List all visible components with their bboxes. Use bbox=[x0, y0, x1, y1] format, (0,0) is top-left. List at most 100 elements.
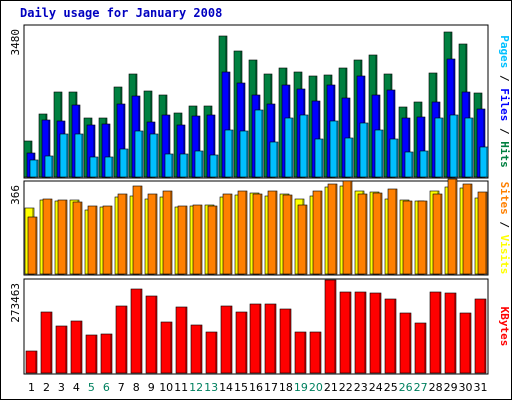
bar-shade bbox=[349, 292, 351, 373]
bar-pages-day-27 bbox=[419, 150, 429, 178]
bar-pages-day-1 bbox=[29, 159, 39, 178]
x-tick-day-28: 28 bbox=[429, 381, 443, 394]
bar-shade bbox=[350, 181, 352, 274]
bar-shade bbox=[423, 117, 425, 177]
bar-shade bbox=[305, 205, 307, 274]
bar-shade bbox=[185, 206, 187, 274]
bar-pages-day-29 bbox=[449, 114, 459, 178]
chart-title: Daily usage for January 2008 bbox=[20, 6, 222, 20]
bar-kbytes-day-31 bbox=[474, 298, 487, 374]
bar-sites-day-15 bbox=[237, 190, 248, 275]
bar-pages-day-7 bbox=[119, 148, 129, 178]
bar-shade bbox=[289, 309, 291, 373]
bar-kbytes-day-15 bbox=[235, 311, 248, 374]
bar-shade bbox=[306, 115, 308, 177]
x-tick-day-22: 22 bbox=[339, 381, 353, 394]
x-tick-day-10: 10 bbox=[159, 381, 173, 394]
bar-shade bbox=[486, 147, 488, 177]
bar-shade bbox=[393, 90, 395, 177]
bar-kbytes-day-17 bbox=[264, 303, 277, 374]
bar-shade bbox=[379, 293, 381, 373]
bar-shade bbox=[321, 139, 323, 177]
x-tick-day-3: 3 bbox=[58, 381, 65, 394]
bar-shade bbox=[484, 299, 486, 373]
bar-shade bbox=[183, 125, 185, 177]
bar-sites-day-25 bbox=[387, 188, 398, 275]
bar-sites-day-23 bbox=[357, 193, 368, 275]
bar-shade bbox=[426, 151, 428, 177]
x-tick-day-7: 7 bbox=[118, 381, 125, 394]
x-tick-day-5: 5 bbox=[88, 381, 95, 394]
bar-shade bbox=[275, 191, 277, 274]
bar-shade bbox=[335, 184, 337, 274]
bar-shade bbox=[394, 299, 396, 373]
bar-shade bbox=[381, 130, 383, 177]
bar-shade bbox=[168, 115, 170, 177]
x-tick-day-14: 14 bbox=[219, 381, 233, 394]
bar-shade bbox=[65, 200, 67, 274]
bar-shade bbox=[351, 138, 353, 177]
bar-sites-day-11 bbox=[177, 205, 188, 275]
panel-bot: 273463 KBytes bbox=[9, 278, 511, 375]
bar-shade bbox=[319, 332, 321, 373]
bar-kbytes-day-9 bbox=[145, 295, 158, 374]
bar-shade bbox=[96, 157, 98, 177]
bar-shade bbox=[140, 289, 142, 373]
bar-kbytes-day-12 bbox=[190, 324, 203, 374]
bar-shade bbox=[243, 83, 245, 177]
bar-shade bbox=[170, 191, 172, 274]
bar-kbytes-day-23 bbox=[354, 291, 367, 374]
bar-sites-day-18 bbox=[282, 194, 293, 275]
bar-sites-day-20 bbox=[312, 190, 323, 275]
x-tick-day-27: 27 bbox=[414, 381, 428, 394]
bar-shade bbox=[470, 184, 472, 274]
bar-shade bbox=[80, 202, 82, 274]
bar-shade bbox=[126, 149, 128, 177]
bar-shade bbox=[261, 110, 263, 177]
bar-shade bbox=[260, 194, 262, 274]
bar-pages-day-16 bbox=[254, 109, 264, 178]
ylabel-part: KBytes bbox=[498, 307, 511, 347]
bar-kbytes-day-7 bbox=[115, 305, 128, 374]
panel-top: 3480 Pages / Files / Hits bbox=[9, 24, 511, 179]
bar-kbytes-day-30 bbox=[459, 312, 472, 374]
bar-shade bbox=[276, 142, 278, 177]
x-tick-day-16: 16 bbox=[249, 381, 263, 394]
bar-pages-day-8 bbox=[134, 130, 144, 178]
bar-shade bbox=[141, 131, 143, 177]
x-tick-day-8: 8 bbox=[133, 381, 140, 394]
bar-shade bbox=[364, 292, 366, 373]
bar-sites-day-10 bbox=[162, 190, 173, 275]
ylabel-part: Visits bbox=[498, 235, 511, 275]
bar-pages-day-26 bbox=[404, 151, 414, 178]
bar-shade bbox=[471, 118, 473, 177]
bar-shade bbox=[456, 115, 458, 177]
ylabel-separator: / bbox=[498, 68, 511, 88]
bar-shade bbox=[408, 118, 410, 177]
bar-shade bbox=[155, 194, 157, 274]
bar-sites-day-16 bbox=[252, 193, 263, 275]
bar-shade bbox=[455, 179, 457, 274]
bar-kbytes-day-27 bbox=[414, 322, 427, 374]
bar-sites-day-12 bbox=[192, 204, 203, 275]
bar-pages-day-15 bbox=[239, 130, 249, 178]
panel-mid-ylabel: Sites / Visits bbox=[498, 182, 511, 275]
x-tick-day-31: 31 bbox=[474, 381, 488, 394]
bar-pages-day-3 bbox=[59, 133, 69, 178]
bar-pages-day-20 bbox=[314, 138, 324, 178]
bar-shade bbox=[185, 307, 187, 373]
bar-pages-day-19 bbox=[299, 114, 309, 178]
bar-kbytes-day-13 bbox=[205, 331, 218, 374]
x-tick-day-25: 25 bbox=[384, 381, 398, 394]
bar-kbytes-day-14 bbox=[220, 305, 233, 374]
bar-shade bbox=[200, 205, 202, 274]
x-axis-labels: 1 2 3 4 5 6 7 8 9 10 11 12 13 14 15 16 17 18 19 20 21 22 23 24 2… bbox=[28, 381, 488, 394]
bar-shade bbox=[245, 191, 247, 274]
bar-pages-day-6 bbox=[104, 156, 114, 178]
x-tick-day-2: 2 bbox=[43, 381, 50, 394]
x-tick-day-21: 21 bbox=[324, 381, 338, 394]
bar-pages-day-10 bbox=[164, 153, 174, 178]
x-tick-day-20: 20 bbox=[309, 381, 323, 394]
bar-sites-day-3 bbox=[57, 199, 68, 275]
